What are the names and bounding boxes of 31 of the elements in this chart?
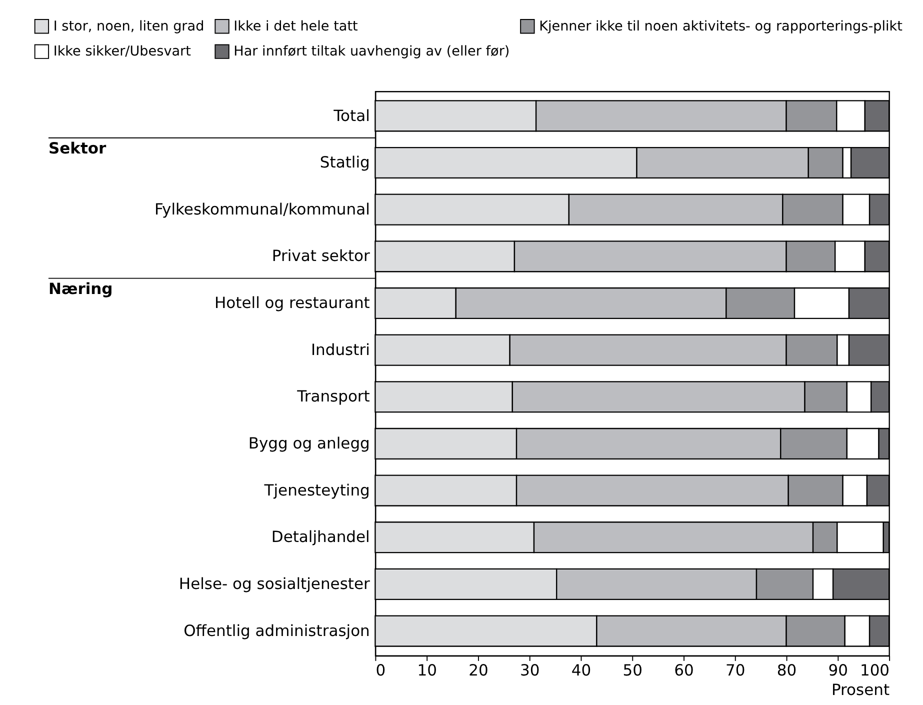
x-tick-label: 60: [674, 661, 694, 680]
x-tick-label: 20: [468, 661, 488, 680]
text: Sektor: [48, 139, 107, 158]
y-tick-label: Statlig: [320, 154, 370, 172]
y-tick-label: Tjenesteyting: [263, 481, 370, 500]
y-tick-label: Offentlig administrasjon: [184, 622, 370, 640]
x-tick-label: 80: [776, 661, 797, 680]
x-tick-label: 30: [520, 661, 540, 680]
y-tick-label: Fylkeskommunal/kommunal: [154, 200, 370, 218]
x-tick-label: 70: [726, 661, 746, 680]
y-tick-label: Privat sektor: [272, 247, 371, 266]
y-tick-label: Transport: [296, 388, 370, 406]
x-tick-label: 40: [571, 661, 592, 680]
legend-label: Ikke sikker/Ubesvart: [53, 43, 191, 60]
x-tick-label: 10: [417, 661, 437, 680]
y-tick-label: Bygg og anlegg: [248, 434, 370, 453]
text: Næring: [48, 280, 113, 298]
y-tick-label: Detaljhandel: [271, 528, 370, 546]
y-tick-label: Total: [332, 106, 370, 125]
y-tick-label: Helse- og sosialtjenester: [178, 575, 370, 594]
legend-label: Har innført tiltak uavhengig av (eller før): [234, 43, 510, 60]
x-tick-label: 0: [376, 661, 386, 680]
x-axis-title: Prosent: [831, 680, 890, 699]
legend-label: I stor, noen, liten grad: [53, 18, 204, 34]
y-tick-label: Hotell og restaurant: [214, 294, 370, 312]
x-tick-label: 90: [828, 661, 848, 680]
y-tick-label: Industri: [310, 340, 370, 359]
x-tick-label: 100: [860, 661, 890, 680]
legend-label: Ikke i det hele tatt: [234, 18, 358, 34]
legend-label: Kjenner ikke til noen aktivitets- og rapporterings-plikt: [539, 18, 902, 34]
x-tick-label: 50: [622, 661, 642, 680]
